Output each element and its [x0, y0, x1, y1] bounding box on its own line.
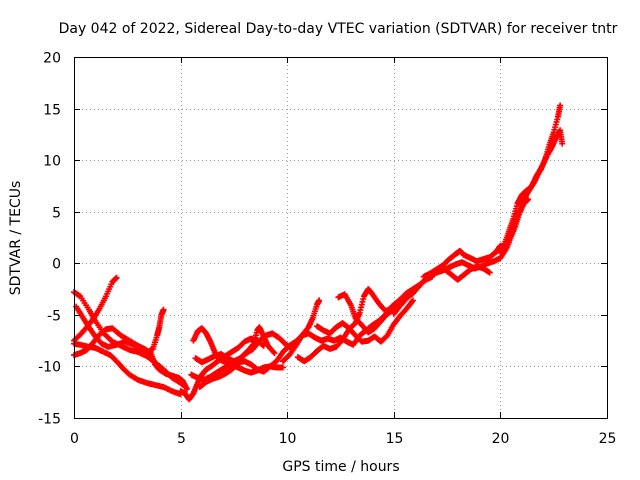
y-tick-label: 5: [52, 206, 61, 222]
data-point-marker: [559, 140, 566, 147]
data-point-marker: [557, 102, 564, 109]
y-tick-label: 20: [43, 51, 61, 67]
data-point-marker: [525, 196, 532, 203]
data-point-marker: [271, 350, 278, 357]
x-tick-label: 15: [386, 431, 404, 447]
y-tick-label: -15: [38, 412, 61, 428]
series-track-c: [71, 274, 120, 344]
y-tick-label: 0: [52, 257, 61, 273]
y-tick-label: 15: [43, 103, 61, 119]
series-track-m: [314, 297, 416, 345]
x-tick-label: 25: [599, 431, 617, 447]
series-track-b: [71, 325, 190, 393]
series-track-d: [73, 303, 167, 357]
plot-frame: [74, 57, 608, 419]
data-point-marker: [279, 364, 286, 371]
series-track-q: [433, 196, 532, 276]
y-axis-label: SDTVAR / TECUs: [8, 181, 24, 296]
data-point-marker: [183, 386, 190, 393]
data-point-marker: [160, 306, 167, 313]
data-marks: [71, 102, 566, 403]
data-point-marker: [113, 274, 120, 281]
data-point-marker: [486, 269, 493, 276]
series-track-s: [503, 102, 564, 245]
series-track-i: [188, 324, 278, 383]
x-axis-label: GPS time / hours: [282, 459, 399, 475]
series-track-e: [71, 340, 184, 398]
data-point-marker: [409, 297, 416, 304]
x-tick-label: 10: [279, 431, 297, 447]
y-tick-label: -10: [38, 360, 61, 376]
x-tick-label: 0: [70, 431, 79, 447]
y-tick-label: 10: [43, 154, 61, 170]
x-tick-label: 20: [492, 431, 510, 447]
axis-ticks: 0 5 10 15 20 25 -15 -10 -5 0 5 10 15 20: [38, 51, 616, 448]
series-track-k: [279, 293, 408, 365]
x-tick-label: 5: [177, 431, 186, 447]
y-tick-label: -5: [47, 309, 61, 325]
chart-title: Day 042 of 2022, Sidereal Day-to-day VTE…: [59, 21, 618, 37]
data-point-marker: [316, 297, 323, 304]
